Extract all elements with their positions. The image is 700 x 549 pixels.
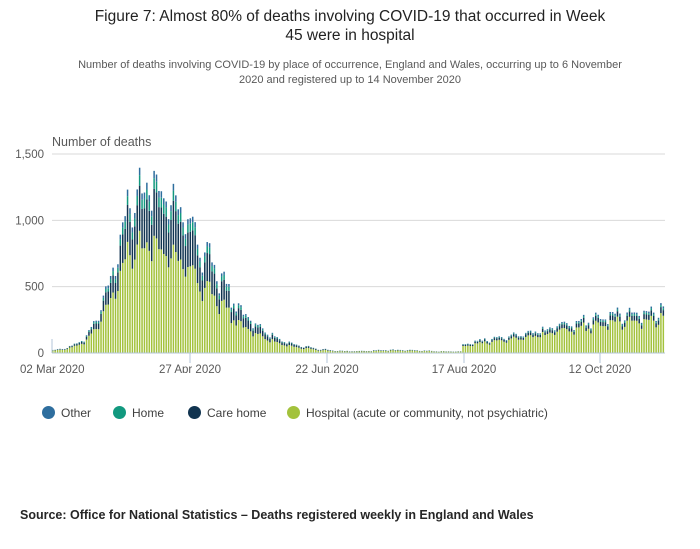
svg-text:Number of deaths: Number of deaths (52, 135, 151, 149)
svg-text:22 Jun 2020: 22 Jun 2020 (295, 364, 358, 373)
svg-text:27 Apr 2020: 27 Apr 2020 (159, 364, 221, 373)
svg-text:02 Mar 2020: 02 Mar 2020 (20, 364, 85, 373)
svg-text:1,000: 1,000 (15, 215, 44, 227)
svg-text:12 Oct 2020: 12 Oct 2020 (569, 364, 632, 373)
svg-text:1,500: 1,500 (15, 149, 44, 161)
svg-text:0: 0 (38, 348, 44, 360)
svg-text:17 Aug 2020: 17 Aug 2020 (432, 364, 497, 373)
svg-text:500: 500 (25, 282, 44, 294)
